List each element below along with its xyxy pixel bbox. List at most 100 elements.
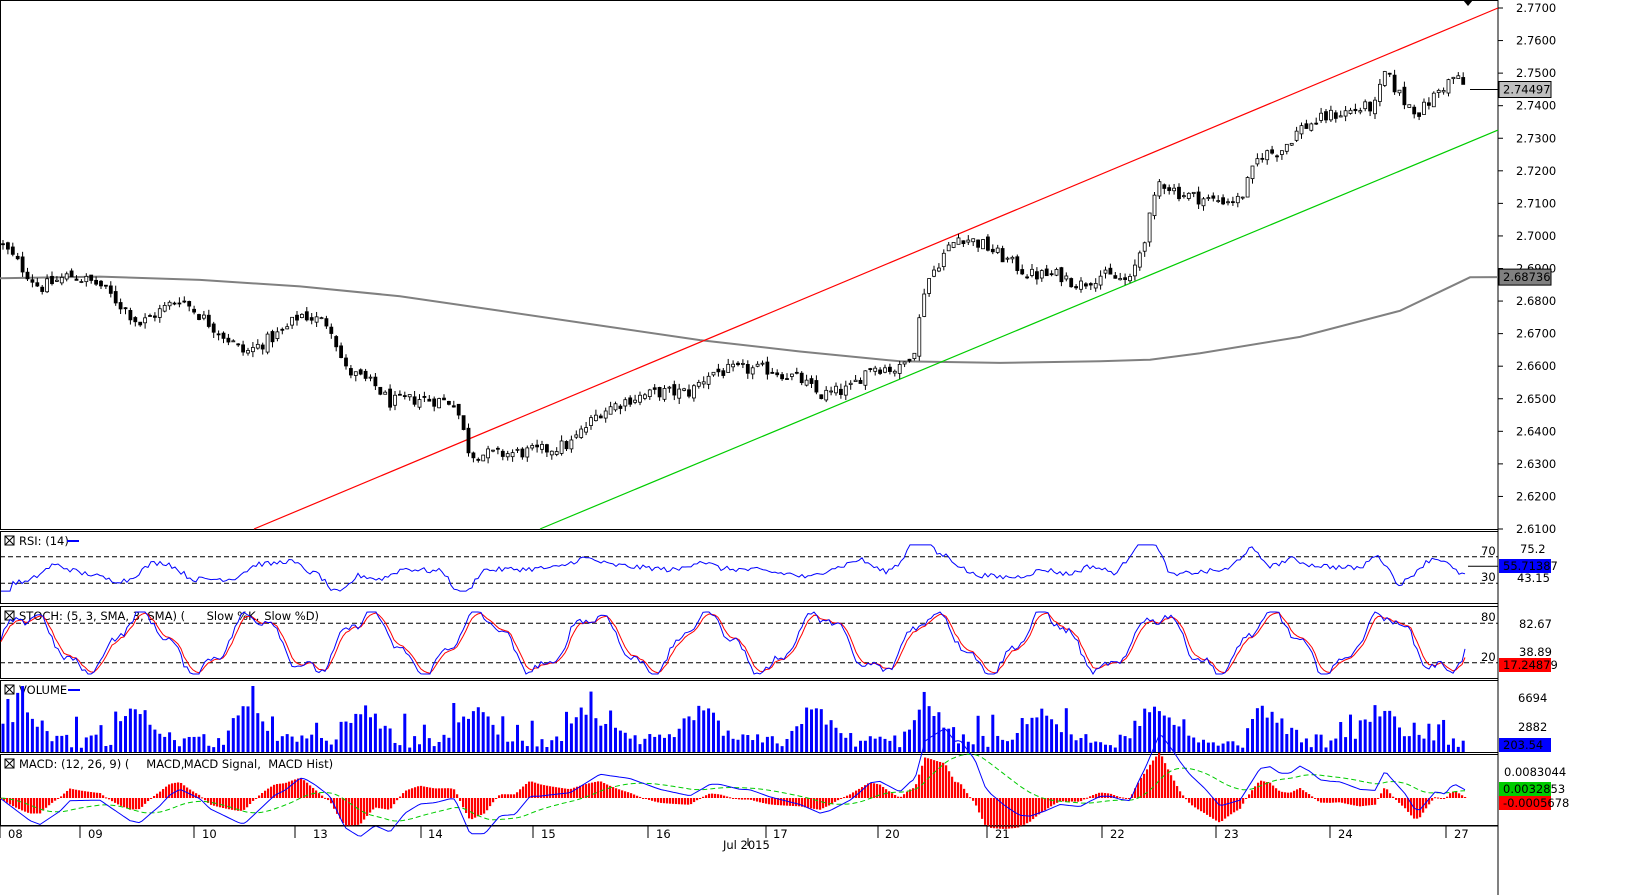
candle xyxy=(108,281,113,298)
candle xyxy=(319,316,324,320)
channel-lower-line xyxy=(539,129,1499,530)
volume-bar xyxy=(1383,710,1387,752)
macd-hist-bar xyxy=(264,790,267,798)
candle xyxy=(1074,284,1078,290)
collapse-icon xyxy=(4,684,15,695)
volume-bar xyxy=(148,724,152,752)
rsi-current-label: 55.71387 xyxy=(1503,559,1558,573)
volume-bar xyxy=(491,724,495,752)
candle-body xyxy=(304,311,309,321)
candle xyxy=(133,316,138,327)
candle-body xyxy=(319,317,324,320)
candle-body xyxy=(74,278,79,281)
volume-bar xyxy=(79,747,83,752)
stoch-level-label: 20 xyxy=(1481,650,1496,664)
candle xyxy=(20,251,25,277)
candle-body xyxy=(432,398,437,407)
macd-hist-bar xyxy=(987,798,990,827)
candle-body xyxy=(765,361,770,375)
macd-hist-bar xyxy=(243,798,246,810)
macd-hist-bar xyxy=(1125,797,1128,799)
candle-body xyxy=(540,443,544,450)
volume-bar xyxy=(217,738,221,752)
volume-bar xyxy=(1001,739,1005,752)
volume-bar xyxy=(903,731,907,752)
volume-bar xyxy=(21,686,25,752)
macd-hist-bar xyxy=(615,788,618,798)
candle xyxy=(809,375,814,389)
macd-hist-bar xyxy=(1155,756,1158,798)
macd-hist-bar xyxy=(246,798,249,808)
macd-hist-bar xyxy=(360,798,363,824)
volume-bar xyxy=(364,705,368,752)
macd-hist-bar xyxy=(540,784,543,798)
volume-bar xyxy=(1040,708,1044,752)
macd-hist-bar xyxy=(9,798,12,805)
candle-body xyxy=(1333,112,1338,119)
macd-hist-bar xyxy=(954,781,957,798)
macd-hist-bar xyxy=(1113,795,1116,798)
macd-hist-bar xyxy=(813,798,816,809)
candle xyxy=(902,361,907,368)
candle xyxy=(579,425,584,440)
macd-hist-bar xyxy=(144,798,147,804)
candle-body xyxy=(824,389,829,401)
macd-hist-bar xyxy=(120,798,123,806)
candle xyxy=(241,340,246,356)
macd-hist-bar xyxy=(708,793,711,798)
macd-hist-bar xyxy=(804,798,807,808)
volume-bar xyxy=(609,710,613,752)
ma-value-label-box xyxy=(1498,268,1552,286)
candle xyxy=(15,252,20,261)
volume-bar xyxy=(143,710,147,752)
candle xyxy=(775,369,780,378)
volume-bar xyxy=(1045,715,1049,752)
macd-hist-bar xyxy=(756,798,759,802)
volume-bar xyxy=(996,735,1000,752)
macd-hist-bar xyxy=(36,798,39,814)
candle-body xyxy=(594,414,598,422)
candle-body xyxy=(285,326,290,330)
candle xyxy=(123,307,128,315)
candle-body xyxy=(1157,181,1162,197)
volume-bar xyxy=(1358,720,1362,752)
macd-hist-bar xyxy=(1128,798,1131,799)
volume-bar xyxy=(70,747,74,752)
volume-bar xyxy=(584,714,588,752)
candle-body xyxy=(770,371,775,374)
volume-bar xyxy=(971,744,975,752)
candle-body xyxy=(1373,99,1377,115)
volume-bar xyxy=(1133,720,1137,752)
macd-hist-bar xyxy=(729,797,732,799)
volume-bar xyxy=(1030,717,1034,752)
macd-hist-bar xyxy=(1308,794,1311,798)
macd-hist-bar xyxy=(1065,798,1068,802)
volume-bar xyxy=(692,720,696,752)
volume-bar xyxy=(525,746,529,752)
macd-hist-bar xyxy=(1236,798,1239,811)
candle-body xyxy=(829,390,833,393)
volume-bar xyxy=(1304,738,1308,752)
macd-hist-bar xyxy=(864,785,867,798)
volume-bar xyxy=(824,724,828,752)
volume-bar xyxy=(226,730,230,752)
volume-bar xyxy=(99,725,103,752)
macd-hist-bar xyxy=(609,785,612,798)
macd-hist-bar xyxy=(1377,798,1380,799)
candle xyxy=(785,373,789,380)
volume-bar xyxy=(315,722,319,752)
volume-bar xyxy=(246,706,250,752)
macd-hist-bar xyxy=(30,798,33,814)
macd-hist-bar xyxy=(315,790,318,798)
macd-hist-bar xyxy=(27,798,30,813)
stoch-current-box xyxy=(1499,658,1551,672)
volume-bar xyxy=(1167,717,1171,752)
macd-hist-bar xyxy=(192,791,195,798)
candle-body xyxy=(339,345,344,359)
volume-bar xyxy=(334,739,338,752)
candle xyxy=(1069,277,1074,288)
candle xyxy=(961,240,966,247)
candle-body xyxy=(378,386,383,395)
candle xyxy=(804,374,809,387)
